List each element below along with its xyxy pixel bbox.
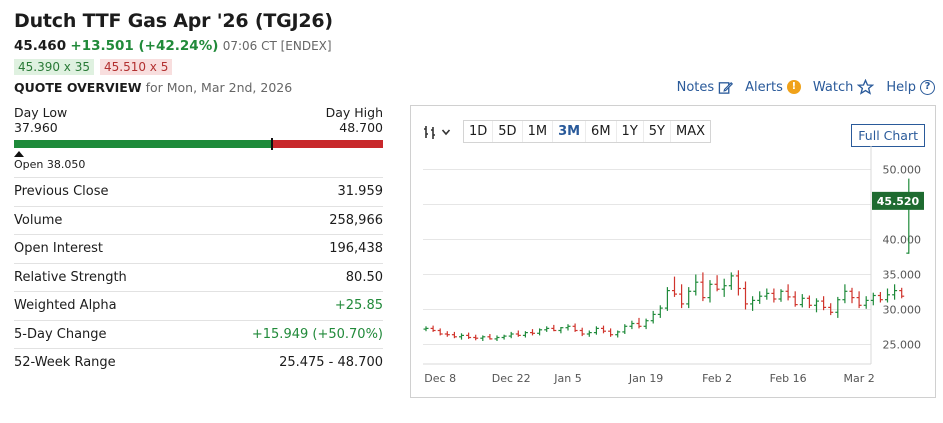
chart-type-selector[interactable] [423,124,451,140]
stat-value: 196,438 [329,241,383,257]
day-high-label: Day High [325,105,383,120]
stat-label: Volume [14,212,63,228]
stat-row: 52-Week Range 25.475 - 48.700 [14,348,383,377]
bid-ask: 45.390 x 35 45.510 x 5 [14,59,173,75]
day-low-label: Day Low [14,105,68,120]
x-tick-label: Mar 2 [843,372,874,385]
ask-quote: 45.510 x 5 [100,59,173,75]
last-price-label: 45.520 [877,195,920,208]
timeframe-1y[interactable]: 1Y [615,121,643,142]
timeframe-max[interactable]: MAX [669,121,710,142]
stats-table: Previous Close 31.959 Volume 258,966 Open In… [14,177,383,377]
quote-overview-panel: Day Low 37.960 Day High 48.700 Open 38.0… [14,105,383,377]
x-tick-label: Dec 22 [492,372,531,385]
watch-link[interactable]: Watch [812,79,875,95]
stat-row: Volume 258,966 [14,205,383,235]
instrument-title: Dutch TTF Gas Apr '26 (TGJ26) [14,10,333,32]
chart-toolbar: 1D 5D 1M 3M 6M 1Y 5Y MAX [423,120,711,143]
x-tick-label: Dec 8 [424,372,456,385]
help-icon: ? [920,79,935,95]
day-range-labels: Day Low 37.960 Day High 48.700 [14,105,383,135]
timeframe-5d[interactable]: 5D [492,121,521,142]
alerts-label: Alerts [745,79,783,95]
bid-quote: 45.390 x 35 [14,59,94,75]
price-change: +13.501 (+42.24%) [70,38,219,54]
chevron-down-icon [441,128,451,135]
stat-row: Relative Strength 80.50 [14,262,383,292]
open-label: Open 38.050 [14,158,86,171]
timeframe-1m[interactable]: 1M [521,121,553,142]
day-range-red [272,140,383,148]
stat-value: +15.949 (+50.70%) [251,326,383,342]
full-chart-button[interactable]: Full Chart [851,124,925,147]
day-high-value: 48.700 [339,120,383,135]
y-tick-label: 40.000 [883,234,922,247]
last-price-box [872,191,924,210]
stat-label: Relative Strength [14,269,127,285]
quote-overview-heading: QUOTE OVERVIEW for Mon, Mar 2nd, 2026 [14,80,292,95]
day-high: Day High 48.700 [326,105,383,135]
timeframe-5y[interactable]: 5Y [642,121,670,142]
stat-value: 80.50 [345,269,383,285]
notes-link[interactable]: Notes [677,80,734,95]
alert-icon: ! [786,80,801,94]
stat-row: Previous Close 31.959 [14,177,383,206]
y-tick-label: 25.000 [883,339,922,352]
y-tick-label: 30.000 [883,304,922,317]
edit-icon [718,81,734,94]
day-range-bar [14,138,383,150]
x-tick-label: Jan 5 [553,372,581,385]
star-icon [857,79,875,95]
ohlc-bars-icon [424,125,435,139]
help-label: Help [886,79,916,95]
stat-label: Weighted Alpha [14,298,117,314]
quote-overview-date: for Mon, Mar 2nd, 2026 [145,80,293,95]
stat-label: Previous Close [14,184,109,200]
quote-overview-label: QUOTE OVERVIEW [14,80,142,95]
timeframe-3m[interactable]: 3M [552,121,585,142]
stat-value: 31.959 [337,184,384,200]
day-range-green [14,140,273,148]
help-link[interactable]: Help ? [886,79,935,95]
price-chart: 50.00045.00040.00035.00030.00025.000Dec … [423,146,924,385]
stat-value: 258,966 [329,212,383,228]
alerts-link[interactable]: Alerts ! [745,80,801,95]
day-low-value: 37.960 [14,120,58,135]
stat-label: Open Interest [14,241,103,257]
stat-value: 25.475 - 48.700 [279,355,383,371]
timeframe-6m[interactable]: 6M [585,121,616,142]
day-range-marker [271,138,274,150]
last-price: 45.460 [14,38,67,54]
open-marker-icon [14,151,24,157]
stat-label: 52-Week Range [14,355,116,371]
stat-row: 5-Day Change +15.949 (+50.70%) [14,319,383,349]
timeframe-1d[interactable]: 1D [469,124,488,139]
stat-value: +25.85 [334,298,383,314]
quote-time: 07:06 CT [ENDEX] [222,39,332,53]
x-tick-label: Feb 16 [770,372,807,385]
y-tick-label: 35.000 [883,269,922,282]
stat-row: Weighted Alpha +25.85 [14,291,383,320]
price-line: 45.460 +13.501 (+42.24%) 07:06 CT [ENDEX… [14,38,332,54]
y-tick-label: 50.000 [883,164,922,177]
action-links: Notes Alerts ! Watch Help ? [677,79,935,95]
stat-label: 5-Day Change [14,326,107,342]
timeframe-selector: 1D 5D 1M 3M 6M 1Y 5Y MAX [463,120,711,143]
x-tick-label: Feb 2 [702,372,732,385]
stat-row: Open Interest 196,438 [14,234,383,263]
day-low: Day Low 37.960 [14,105,67,135]
notes-label: Notes [676,79,715,95]
x-tick-label: Jan 19 [628,372,663,385]
watch-label: Watch [812,79,854,95]
